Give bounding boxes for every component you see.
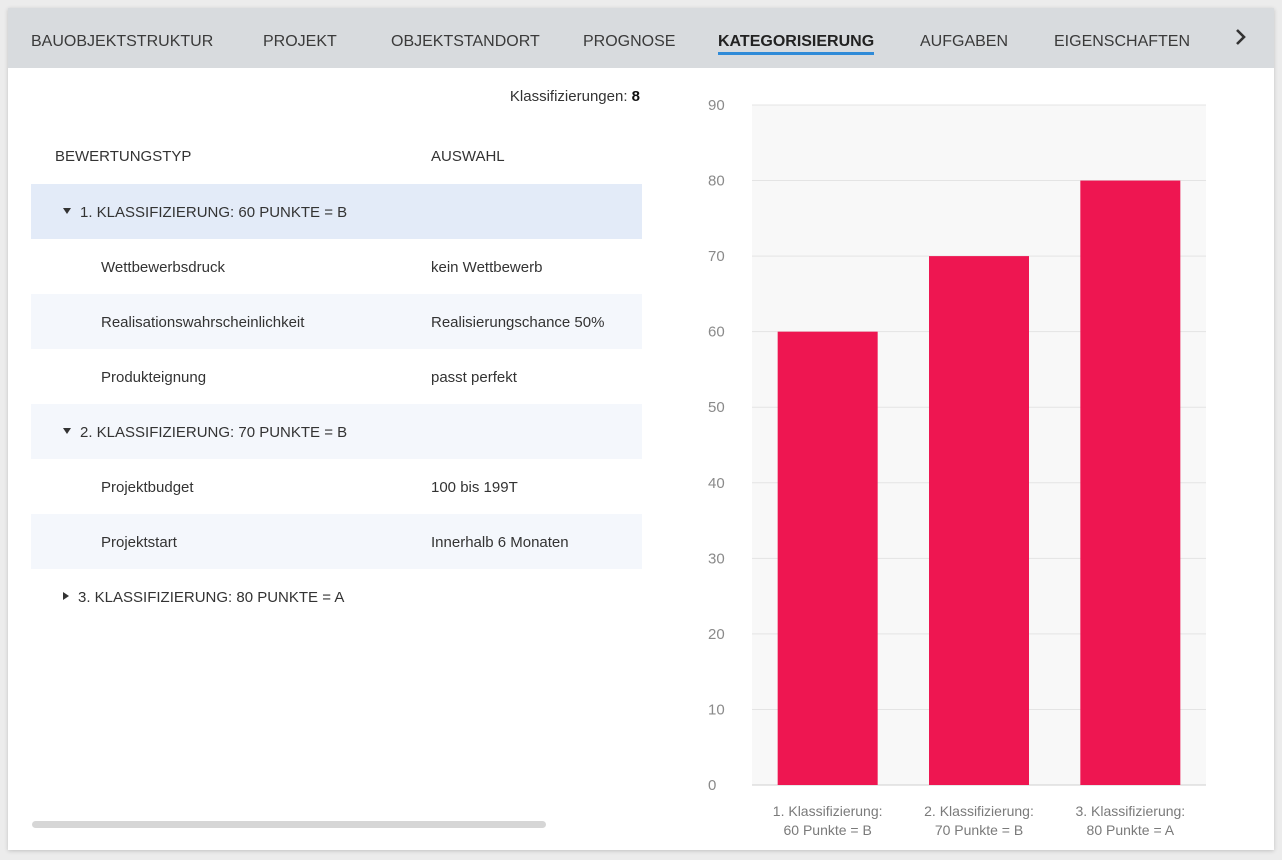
group-row-klassifizierung-1[interactable]: 1. KLASSIFIZIERUNG: 60 PUNKTE = B: [31, 184, 642, 239]
x-tick-label: 2. Klassifizierung:: [924, 803, 1034, 819]
bewertungstyp-cell: Projektstart: [101, 534, 177, 551]
chevron-right-icon: [1236, 29, 1246, 45]
y-tick-label: 0: [708, 777, 716, 794]
tab-projekt[interactable]: PROJEKT: [263, 33, 337, 50]
bar: [929, 256, 1029, 786]
y-tick-label: 80: [708, 173, 725, 190]
y-tick-label: 40: [708, 475, 725, 492]
group-title: 3. KLASSIFIZIERUNG: 80 PUNKTE = A: [78, 589, 345, 606]
classification-count: Klassifizierungen: 8: [510, 88, 640, 105]
tab-aufgaben[interactable]: AUFGABEN: [920, 33, 1009, 50]
group-title: 1. KLASSIFIZIERUNG: 60 PUNKTE = B: [80, 204, 348, 221]
group-row-klassifizierung-3[interactable]: 3. KLASSIFIZIERUNG: 80 PUNKTE = A: [31, 569, 642, 624]
y-tick-label: 70: [708, 248, 725, 265]
caret-down-icon: [63, 428, 71, 435]
auswahl-cell: Realisierungschance 50%: [431, 314, 605, 331]
tab-objektstandort[interactable]: OBJEKTSTANDORT: [391, 33, 540, 50]
x-tick-label: 60 Punkte = B: [783, 822, 871, 838]
table-row[interactable]: Projektbudget 100 bis 199T: [31, 459, 642, 514]
classification-bar-chart: 0 10 20 30 40 50 60 70 80 90 1. Klassifizierung: 60…: [708, 97, 1206, 838]
caret-right-icon: [63, 592, 69, 601]
auswahl-cell: Innerhalb 6 Monaten: [431, 534, 569, 551]
table-row[interactable]: Produkteignung passt perfekt: [31, 349, 642, 404]
column-header-bewertungstyp: BEWERTUNGSTYP: [55, 148, 192, 165]
x-tick-label: 80 Punkte = A: [1087, 822, 1175, 838]
auswahl-cell: kein Wettbewerb: [431, 259, 543, 276]
x-tick-label: 1. Klassifizierung:: [773, 803, 883, 819]
tab-kategorisierung[interactable]: KATEGORISIERUNG: [718, 8, 875, 68]
x-tick-label: 70 Punkte = B: [935, 822, 1023, 838]
y-tick-label: 60: [708, 324, 725, 341]
bewertungstyp-cell: Realisationswahrscheinlichkeit: [101, 314, 305, 331]
tab-bauobjektstruktur[interactable]: BAUOBJEKTSTRUKTUR: [31, 33, 214, 50]
y-tick-label: 50: [708, 399, 725, 416]
group-label: 3. KLASSIFIZIERUNG: 80 PUNKTE = A: [63, 569, 344, 626]
kategorisierung-panel: BAUOBJEKTSTRUKTUR PROJEKT OBJEKTSTANDORT…: [8, 8, 1274, 850]
active-tab-indicator: [718, 52, 875, 55]
caret-down-icon: [63, 208, 71, 215]
group-label: 2. KLASSIFIZIERUNG: 70 PUNKTE = B: [63, 404, 347, 461]
bar: [777, 331, 878, 785]
table-row[interactable]: Wettbewerbsdruck kein Wettbewerb: [31, 239, 642, 294]
table-row[interactable]: Projektstart Innerhalb 6 Monaten: [31, 514, 642, 569]
tab-kategorisierung-label: KATEGORISIERUNG: [718, 33, 875, 50]
auswahl-cell: 100 bis 199T: [431, 479, 518, 496]
group-label: 1. KLASSIFIZIERUNG: 60 PUNKTE = B: [63, 184, 347, 241]
classification-count-label: Klassifizierungen:: [509, 88, 628, 105]
bewertungstyp-cell: Produkteignung: [101, 369, 207, 386]
tab-scroll-next-button[interactable]: [1230, 24, 1252, 50]
group-row-klassifizierung-2[interactable]: 2. KLASSIFIZIERUNG: 70 PUNKTE = B: [31, 404, 642, 459]
bar: [1080, 180, 1181, 786]
tab-prognose[interactable]: PROGNOSE: [583, 33, 676, 50]
column-header-auswahl: AUSWAHL: [431, 148, 505, 165]
bewertungstyp-cell: Projektbudget: [101, 479, 194, 496]
classification-count-value: 8: [631, 88, 640, 105]
horizontal-scrollbar[interactable]: [32, 821, 546, 828]
y-tick-label: 20: [708, 626, 725, 643]
x-tick-label: 3. Klassifizierung:: [1075, 803, 1185, 819]
auswahl-cell: passt perfekt: [431, 369, 517, 386]
table-row[interactable]: Realisationswahrscheinlichkeit Realisier…: [31, 294, 642, 349]
bewertungstyp-cell: Wettbewerbsdruck: [101, 259, 225, 276]
tab-eigenschaften[interactable]: EIGENSCHAFTEN: [1054, 33, 1191, 50]
tab-bar: BAUOBJEKTSTRUKTUR PROJEKT OBJEKTSTANDORT…: [8, 8, 1274, 68]
y-tick-label: 90: [708, 97, 725, 114]
y-tick-label: 10: [708, 701, 725, 718]
y-tick-label: 30: [708, 550, 725, 567]
group-title: 2. KLASSIFIZIERUNG: 70 PUNKTE = B: [80, 424, 348, 441]
